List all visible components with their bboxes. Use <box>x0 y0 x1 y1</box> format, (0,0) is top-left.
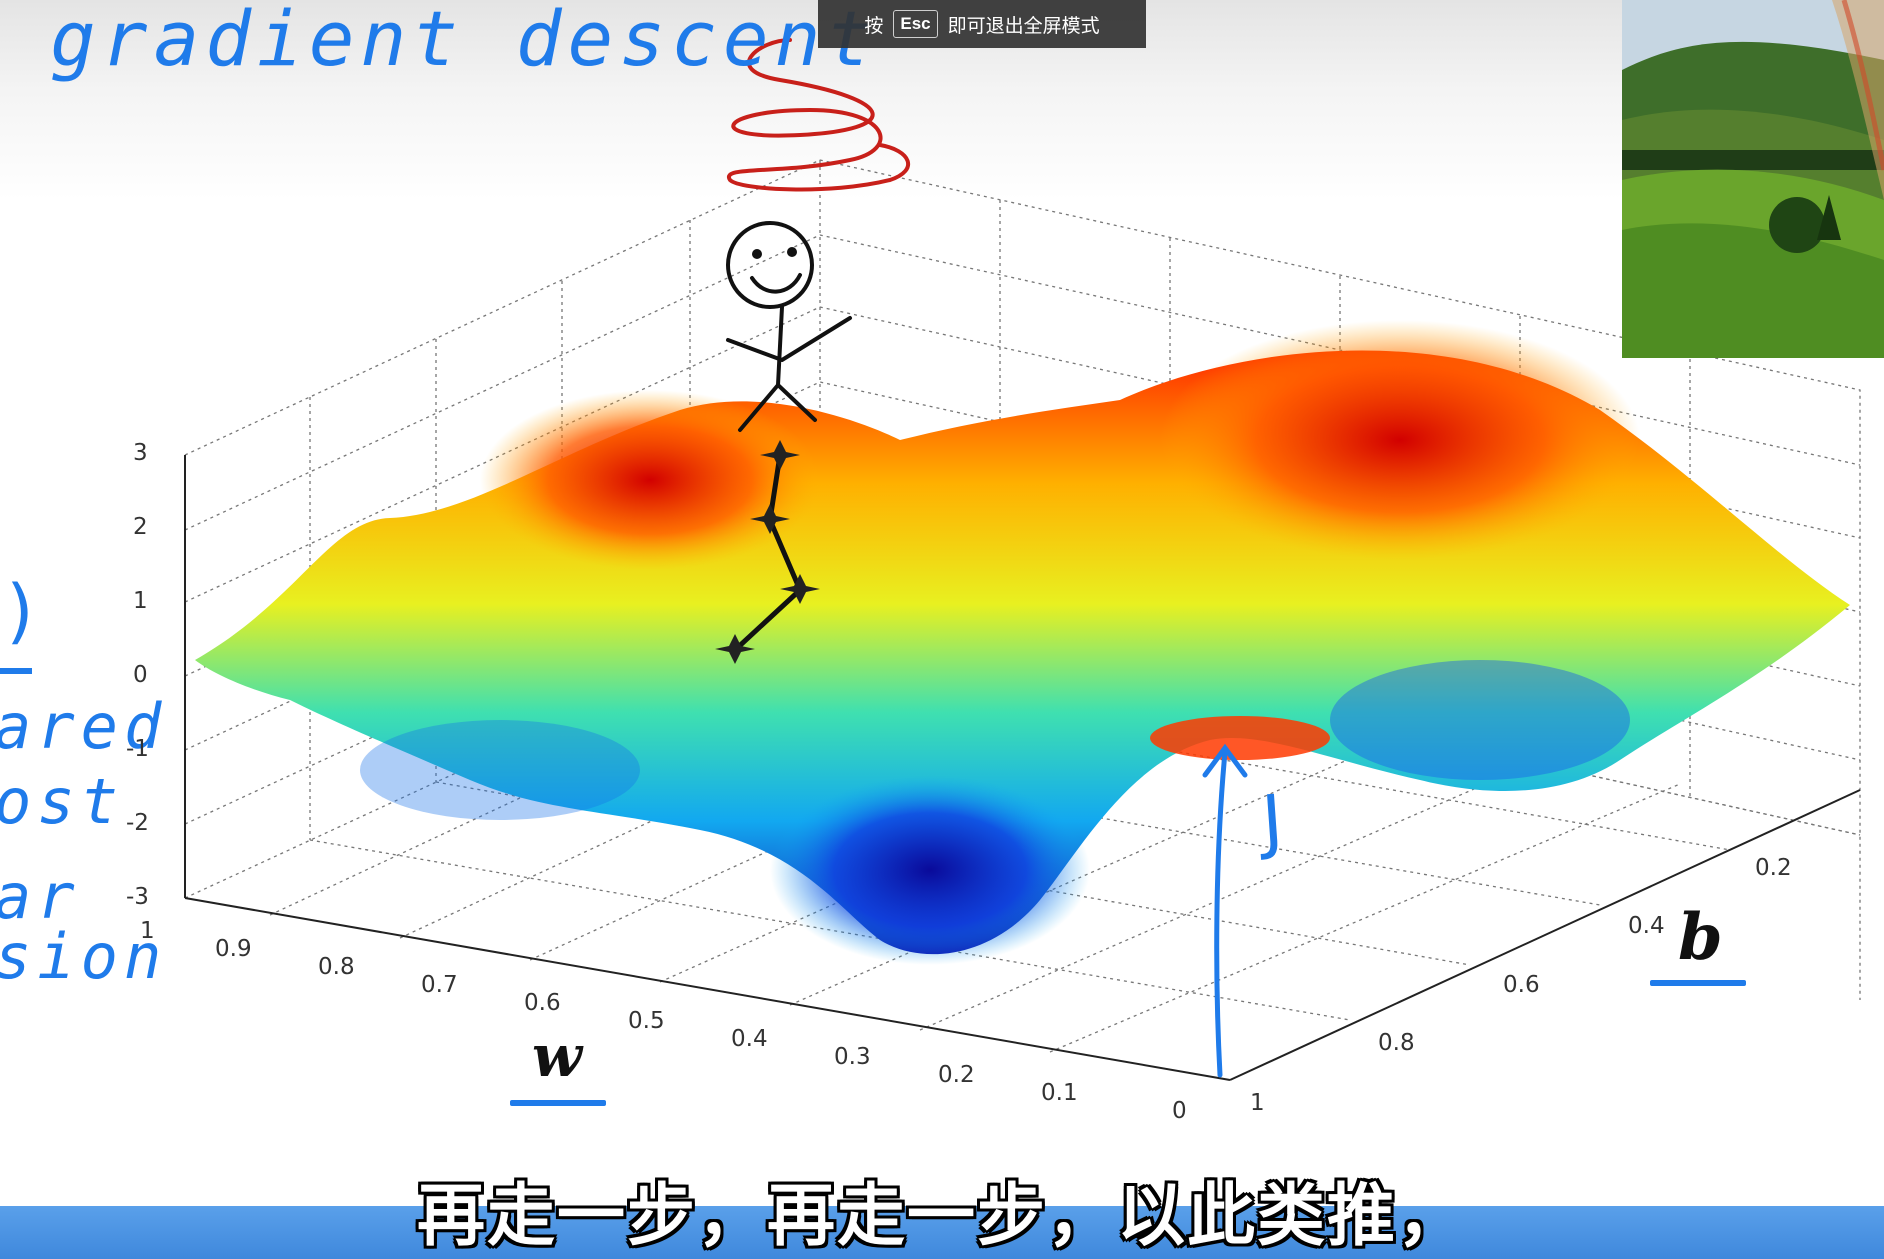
z-tick: 0 <box>133 662 148 688</box>
slide-title: gradient descent <box>50 0 879 83</box>
w-tick: 0.6 <box>524 990 561 1016</box>
subtitle-band <box>0 1206 1884 1259</box>
esc-key-badge[interactable]: Esc <box>893 10 938 38</box>
b-tick: 1 <box>1250 1090 1265 1116</box>
w-tick: 1 <box>140 918 155 944</box>
z-tick: 2 <box>133 514 148 540</box>
side-note-underline <box>0 668 32 674</box>
hint-suffix: 即可退出全屏模式 <box>947 15 1100 37</box>
b-tick: 0.4 <box>1628 913 1665 939</box>
w-tick: 0.5 <box>628 1008 665 1034</box>
side-note-line: ost <box>0 765 124 838</box>
w-underline <box>510 1100 606 1106</box>
b-tick: 0.2 <box>1755 855 1792 881</box>
dizzy-swirl-icon <box>726 38 911 192</box>
z-tick: -1 <box>126 736 149 762</box>
w-axis-label: w <box>532 1022 582 1090</box>
z-tick: 1 <box>133 588 148 614</box>
z-tick: 3 <box>133 440 148 466</box>
w-tick: 0.7 <box>421 972 458 998</box>
w-tick: 0.2 <box>938 1062 975 1088</box>
w-tick: 0 <box>1172 1098 1187 1124</box>
stick-figure-icon <box>726 221 852 432</box>
b-axis-label: b <box>1678 900 1723 975</box>
w-tick: 0.4 <box>731 1026 768 1052</box>
b-tick: 0.6 <box>1503 972 1540 998</box>
fullscreen-exit-hint: 按 Esc 即可退出全屏模式 <box>818 0 1146 48</box>
w-tick: 0.1 <box>1041 1080 1078 1106</box>
landscape-rainbow-thumbnail <box>1622 0 1884 358</box>
cost-surface <box>195 320 1850 965</box>
side-note-line: ared <box>0 690 168 763</box>
j-arrow <box>1202 743 1248 1078</box>
z-tick: -3 <box>126 884 149 910</box>
side-note-paren: ) <box>0 570 49 652</box>
w-tick: 0.3 <box>834 1044 871 1070</box>
star-icon <box>715 440 820 664</box>
side-note-line: sion <box>0 920 168 993</box>
z-tick: -2 <box>126 810 149 836</box>
b-underline <box>1650 980 1746 986</box>
plot-axes <box>184 455 1861 1081</box>
w-tick: 0.9 <box>215 936 252 962</box>
subtitle-current: 再走一步，再走一步，以此类推， <box>416 1177 1467 1256</box>
hint-prefix: 按 <box>864 15 884 37</box>
b-tick: 0.8 <box>1378 1030 1415 1056</box>
w-tick: 0.8 <box>318 954 355 980</box>
descent-path <box>732 452 803 653</box>
side-note-line: ar <box>0 860 81 933</box>
